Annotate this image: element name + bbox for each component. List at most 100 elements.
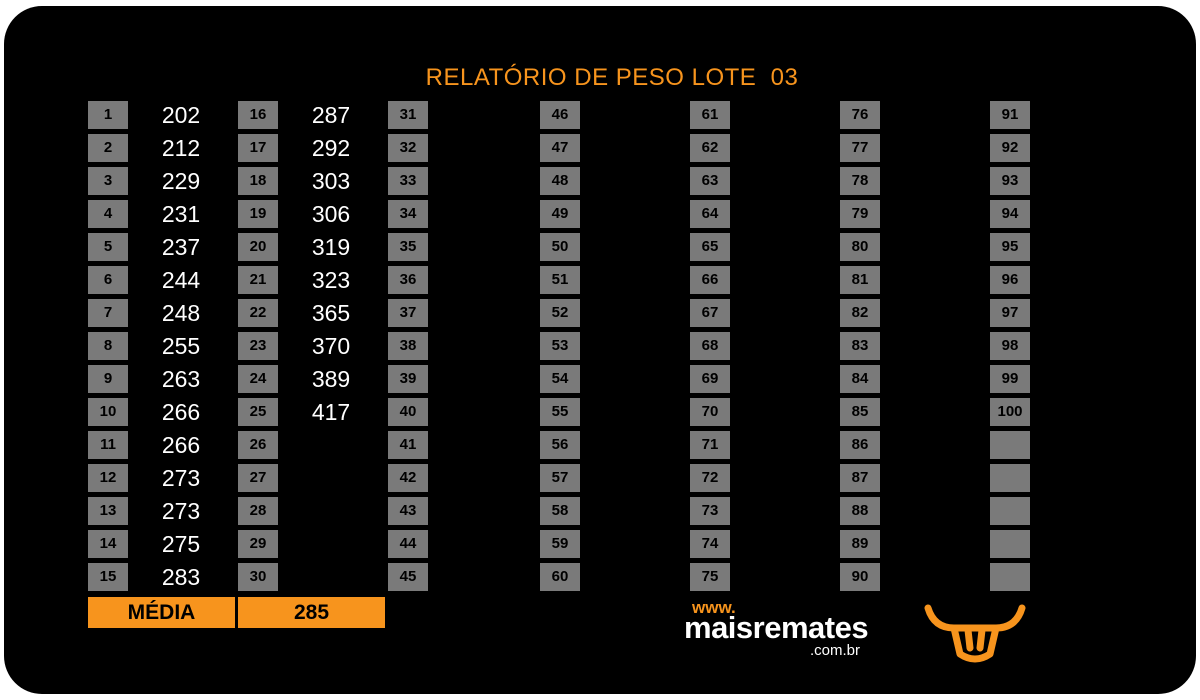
weight-value: 248 [161, 300, 201, 326]
lot-number-cell: 15 [88, 563, 128, 591]
lot-number-cell: 76 [840, 101, 880, 129]
lot-number-cell: 25 [238, 398, 278, 426]
lot-number-cell: 95 [990, 233, 1030, 261]
lot-number-cell: 8 [88, 332, 128, 360]
lot-number-cell: 61 [690, 101, 730, 129]
lot-number-cell: 1 [88, 101, 128, 129]
lot-number-cell: 82 [840, 299, 880, 327]
lot-number-cell: 45 [388, 563, 428, 591]
weight-value: 237 [161, 234, 201, 260]
lot-number-cell [990, 464, 1030, 492]
lot-number-cell: 20 [238, 233, 278, 261]
lot-number-cell: 19 [238, 200, 278, 228]
lot-number-cell: 43 [388, 497, 428, 525]
lot-number-cell: 58 [540, 497, 580, 525]
lot-number-cell: 75 [690, 563, 730, 591]
lot-number-cell: 6 [88, 266, 128, 294]
lot-number-cell: 14 [88, 530, 128, 558]
lot-number-cell: 78 [840, 167, 880, 195]
lot-number-cell: 7 [88, 299, 128, 327]
lot-number-cell: 67 [690, 299, 730, 327]
lot-number-cell: 97 [990, 299, 1030, 327]
lot-number-cell: 37 [388, 299, 428, 327]
lot-number-cell: 68 [690, 332, 730, 360]
lot-number-cell: 66 [690, 266, 730, 294]
lot-number-cell: 56 [540, 431, 580, 459]
lot-number-cell: 4 [88, 200, 128, 228]
lot-number-cell: 91 [990, 101, 1030, 129]
lot-number-cell: 69 [690, 365, 730, 393]
lot-number-cell: 40 [388, 398, 428, 426]
lot-number-cell: 80 [840, 233, 880, 261]
lot-number-cell: 54 [540, 365, 580, 393]
lot-number-cell: 53 [540, 332, 580, 360]
lot-number-cell: 5 [88, 233, 128, 261]
lot-number-cell: 27 [238, 464, 278, 492]
weight-value: 273 [161, 465, 201, 491]
lot-number-cell: 59 [540, 530, 580, 558]
lot-number-cell: 94 [990, 200, 1030, 228]
lot-number-cell: 13 [88, 497, 128, 525]
lot-number-cell: 10 [88, 398, 128, 426]
lot-number-cell: 64 [690, 200, 730, 228]
lot-number-cell: 44 [388, 530, 428, 558]
lot-number-cell: 32 [388, 134, 428, 162]
lot-number-cell: 28 [238, 497, 278, 525]
lot-number-cell: 30 [238, 563, 278, 591]
lot-number-cell: 24 [238, 365, 278, 393]
bull-head-icon [924, 604, 1026, 663]
lot-number-cell: 70 [690, 398, 730, 426]
lot-number-cell: 55 [540, 398, 580, 426]
lot-number-cell: 47 [540, 134, 580, 162]
lot-number-cell: 83 [840, 332, 880, 360]
lot-number-cell: 12 [88, 464, 128, 492]
lot-number-cell: 26 [238, 431, 278, 459]
lot-number-cell: 50 [540, 233, 580, 261]
lot-number-cell: 74 [690, 530, 730, 558]
lot-number-cell: 93 [990, 167, 1030, 195]
lot-number-cell: 51 [540, 266, 580, 294]
lot-number-cell: 84 [840, 365, 880, 393]
lot-number-cell: 31 [388, 101, 428, 129]
lot-number-cell: 73 [690, 497, 730, 525]
weight-value: 212 [161, 135, 201, 161]
lot-number-cell: 18 [238, 167, 278, 195]
media-label: MÉDIA [88, 597, 235, 628]
lot-number-cell: 63 [690, 167, 730, 195]
brand-name: maisremates [684, 610, 869, 645]
lot-number-cell [990, 530, 1030, 558]
lot-number-cell: 89 [840, 530, 880, 558]
weight-value: 263 [161, 366, 201, 392]
lot-number-cell: 77 [840, 134, 880, 162]
lot-number-cell [990, 431, 1030, 459]
lot-number-cell [990, 563, 1030, 591]
lot-number-cell: 72 [690, 464, 730, 492]
media-value: 285 [238, 597, 385, 628]
weight-value: 370 [311, 333, 351, 359]
weight-value: 229 [161, 168, 201, 194]
lot-number-cell: 86 [840, 431, 880, 459]
report-title: RELATÓRIO DE PESO LOTE 03 [425, 64, 799, 91]
lot-number-cell: 46 [540, 101, 580, 129]
lot-number-cell: 48 [540, 167, 580, 195]
lot-number-cell: 9 [88, 365, 128, 393]
lot-number-cell: 71 [690, 431, 730, 459]
lot-number-cell: 99 [990, 365, 1030, 393]
lot-number-cell: 22 [238, 299, 278, 327]
lot-number-cell: 11 [88, 431, 128, 459]
weight-value: 231 [161, 201, 201, 227]
lot-number-cell: 29 [238, 530, 278, 558]
weight-value: 323 [311, 267, 351, 293]
lot-number-cell: 33 [388, 167, 428, 195]
weight-value: 266 [161, 432, 201, 458]
lot-number-cell: 96 [990, 266, 1030, 294]
lot-number-cell [990, 497, 1030, 525]
lot-number-cell: 2 [88, 134, 128, 162]
lot-number-cell: 98 [990, 332, 1030, 360]
weight-value: 303 [311, 168, 351, 194]
lot-number-cell: 62 [690, 134, 730, 162]
lot-number-cell: 57 [540, 464, 580, 492]
lot-number-cell: 16 [238, 101, 278, 129]
weight-value: 365 [311, 300, 351, 326]
lot-number-cell: 38 [388, 332, 428, 360]
